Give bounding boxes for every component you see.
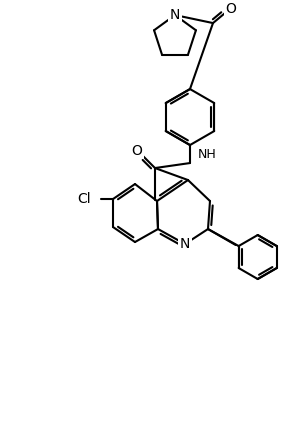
Text: N: N	[170, 8, 180, 22]
Text: Cl: Cl	[77, 192, 91, 206]
Text: O: O	[226, 2, 237, 16]
Text: N: N	[180, 237, 190, 251]
Text: NH: NH	[198, 148, 217, 160]
Text: O: O	[131, 144, 142, 158]
